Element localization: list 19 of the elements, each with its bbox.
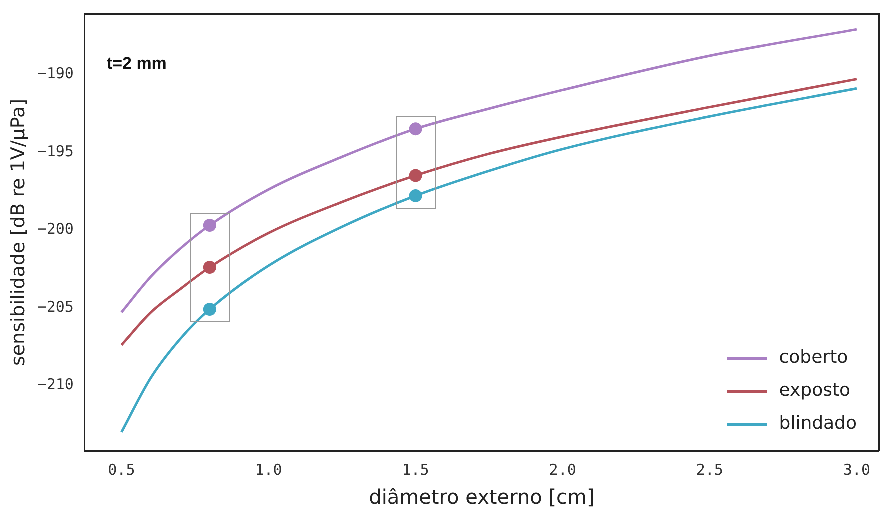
y-tick-label: −200 — [38, 220, 74, 238]
y-tick-label: −190 — [38, 64, 74, 83]
x-tick-label: 0.5 — [108, 460, 136, 479]
line-series — [120, 87, 858, 434]
x-axis-title: diâmetro externo [cm] — [369, 485, 595, 510]
x-tick-label: 3.0 — [843, 460, 870, 479]
line-series — [120, 78, 858, 346]
y-tick-label: −210 — [38, 376, 74, 394]
x-tick-label: 2.0 — [549, 460, 576, 479]
y-axis-title: sensibilidade [dB re 1V/µPa] — [7, 98, 30, 366]
x-tick-label: 1.5 — [402, 460, 430, 479]
x-tick-label: 2.5 — [696, 460, 724, 479]
x-tick-label: 1.0 — [255, 460, 282, 479]
legend-label: blindado — [779, 413, 858, 434]
annotation: t=2 mm — [106, 54, 167, 74]
y-tick-label: −205 — [38, 298, 74, 316]
legend-label: exposto — [779, 380, 851, 402]
legend-label: coberto — [779, 347, 848, 368]
y-tick-label: −195 — [38, 142, 74, 160]
